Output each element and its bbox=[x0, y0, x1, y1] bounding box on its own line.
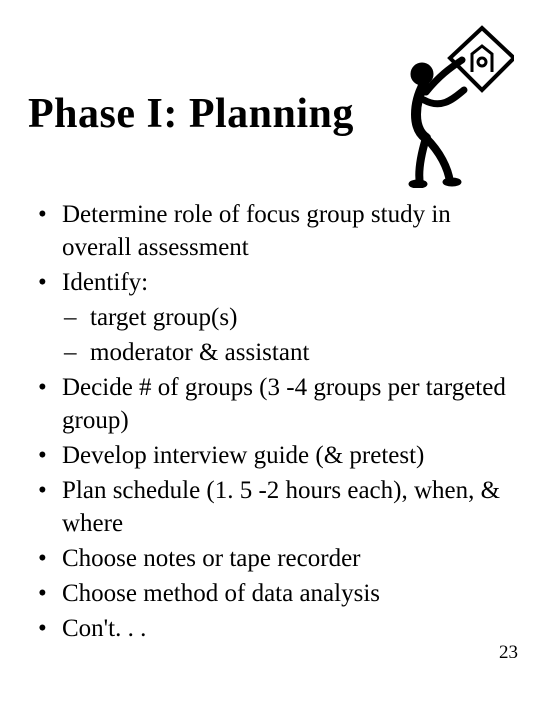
sub-bullet-item: moderator & assistant bbox=[62, 336, 516, 369]
bullet-text: Choose notes or tape recorder bbox=[62, 545, 361, 572]
clipart-figure-drawing-icon bbox=[384, 18, 514, 188]
page-number: 23 bbox=[499, 642, 518, 664]
bullet-text: Decide # of groups (3 -4 groups per targ… bbox=[62, 374, 506, 434]
bullet-item: Con't. . . bbox=[34, 612, 516, 645]
slide-title: Phase I: Planning bbox=[28, 90, 354, 138]
bullet-item: Choose method of data analysis bbox=[34, 577, 516, 610]
bullet-text: Develop interview guide (& pretest) bbox=[62, 442, 424, 469]
bullet-item: Decide # of groups (3 -4 groups per targ… bbox=[34, 371, 516, 437]
bullet-text: Choose method of data analysis bbox=[62, 580, 380, 607]
bullet-text: Determine role of focus group study in o… bbox=[62, 201, 451, 261]
bullet-list: Determine role of focus group study in o… bbox=[34, 198, 516, 647]
sub-bullet-text: moderator & assistant bbox=[90, 339, 309, 366]
bullet-item: Plan schedule (1. 5 -2 hours each), when… bbox=[34, 474, 516, 540]
bullet-item: Identify: target group(s) moderator & assi… bbox=[34, 266, 516, 369]
slide: Phase I: Planning bbox=[0, 0, 540, 720]
sub-bullet-text: target group(s) bbox=[90, 304, 237, 331]
sub-bullet-item: target group(s) bbox=[62, 301, 516, 334]
bullet-item: Choose notes or tape recorder bbox=[34, 542, 516, 575]
bullet-text: Identify: bbox=[62, 269, 148, 296]
bullet-item: Determine role of focus group study in o… bbox=[34, 198, 516, 264]
bullet-text: Plan schedule (1. 5 -2 hours each), when… bbox=[62, 477, 500, 537]
bullet-item: Develop interview guide (& pretest) bbox=[34, 439, 516, 472]
bullet-text: Con't. . . bbox=[62, 615, 146, 642]
